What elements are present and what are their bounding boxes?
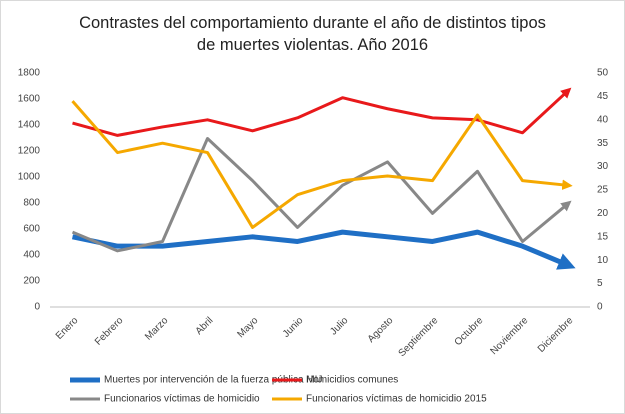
y2-tick-label: 50 xyxy=(597,68,609,79)
series-line xyxy=(72,87,572,137)
y-tick-label: 200 xyxy=(23,276,40,287)
x-tick-label: Junio xyxy=(281,315,306,340)
y-tick-label: 0 xyxy=(34,302,40,313)
series-line xyxy=(71,229,576,270)
y-tick-label: 1400 xyxy=(18,120,41,131)
x-tick-label: Marzo xyxy=(143,315,171,343)
y2-tick-label: 10 xyxy=(597,255,609,266)
x-tick-label: Julio xyxy=(328,315,351,338)
x-tick-label: Agosto xyxy=(366,315,396,345)
chart-title: Contrastes del comportamiento durante el… xyxy=(79,14,546,54)
x-tick-label: Diciembre xyxy=(536,315,576,355)
legend-label: Funcionarios víctimas de homicidio xyxy=(104,394,260,405)
y2-tick-label: 25 xyxy=(597,185,609,196)
y2-tick-label: 40 xyxy=(597,114,609,125)
y2-tick-label: 30 xyxy=(597,161,609,172)
x-tick-label: Noviembre xyxy=(489,315,531,357)
title-box: Contrastes del comportamiento durante el… xyxy=(0,12,625,56)
legend-label: Funcionarios víctimas de homicidio 2015 xyxy=(306,394,487,405)
y-tick-label: 1800 xyxy=(18,68,41,79)
y-tick-label: 1200 xyxy=(18,146,41,157)
x-tick-label: Septiembre xyxy=(397,315,441,359)
y-tick-label: 400 xyxy=(23,250,40,261)
y-tick-label: 1600 xyxy=(18,94,41,105)
series-line xyxy=(71,100,573,229)
y-tick-label: 600 xyxy=(23,224,40,235)
y2-tick-label: 35 xyxy=(597,138,609,149)
series-line xyxy=(71,137,572,253)
y2-tick-label: 15 xyxy=(597,231,609,242)
y2-tick-label: 45 xyxy=(597,91,609,102)
x-tick-label: Octubre xyxy=(453,315,486,348)
y-tick-label: 800 xyxy=(23,198,40,209)
x-tick-label: Mayo xyxy=(235,315,260,340)
y-tick-label: 1000 xyxy=(18,172,41,183)
y2-tick-label: 20 xyxy=(597,208,609,219)
x-tick-label: Febrero xyxy=(93,315,126,348)
x-tick-label: Enero xyxy=(54,315,81,342)
legend-label: Muertes por intervención de la fuerza pú… xyxy=(104,375,322,386)
y2-tick-label: 5 xyxy=(597,278,603,289)
x-tick-label: Abril xyxy=(194,315,216,337)
legend-label: Homicidios comunes xyxy=(306,375,398,386)
y2-tick-label: 0 xyxy=(597,302,603,313)
